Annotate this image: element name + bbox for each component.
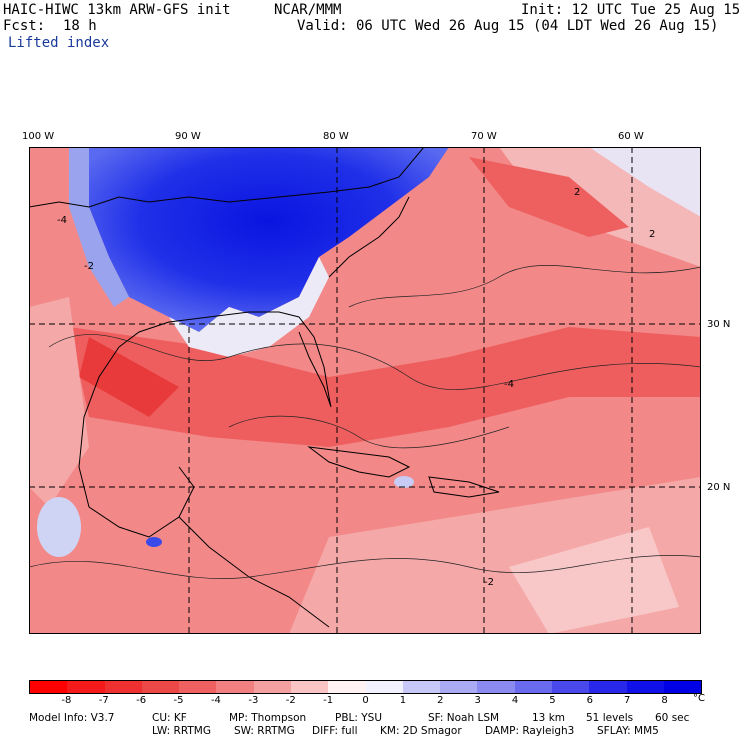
resolution: 13 km bbox=[532, 712, 566, 724]
forecast-hour: 18 h bbox=[63, 18, 97, 34]
sflay-scheme: SFLAY: MM5 bbox=[597, 725, 659, 737]
field-region bbox=[146, 537, 162, 547]
colorbar-swatch bbox=[402, 681, 441, 693]
map-canvas: -4 -2 -4 2 2 -2 bbox=[29, 147, 701, 634]
contours bbox=[29, 265, 701, 579]
colorbar-tick: 1 bbox=[399, 695, 407, 706]
colorbar-swatch bbox=[589, 681, 627, 693]
colorbar-swatch bbox=[216, 681, 254, 693]
mp-scheme: MP: Thompson bbox=[229, 712, 307, 724]
damp-scheme: DAMP: Rayleigh3 bbox=[485, 725, 575, 737]
colorbar-tick: -3 bbox=[248, 695, 259, 706]
colorbar-swatch bbox=[440, 681, 478, 693]
timestep: 60 sec bbox=[655, 712, 690, 724]
field-region bbox=[394, 476, 414, 488]
lat-label: 30 N bbox=[707, 319, 731, 330]
colorbar-tick: -6 bbox=[136, 695, 147, 706]
colorbar-tick: -2 bbox=[285, 695, 296, 706]
field-region bbox=[509, 527, 679, 634]
colorbar-swatch bbox=[663, 681, 702, 693]
lon-label: 80 W bbox=[323, 131, 349, 142]
field-region bbox=[69, 147, 129, 307]
colorbar-swatch bbox=[551, 681, 590, 693]
map-frame bbox=[29, 147, 701, 634]
lat-label: 20 N bbox=[707, 482, 731, 493]
contour-label: 2 bbox=[649, 229, 655, 240]
lon-label: 90 W bbox=[175, 131, 201, 142]
contour-label: -4 bbox=[57, 215, 67, 226]
field-region bbox=[29, 297, 89, 507]
model-title: HAIC-HIWC 13km ARW-GFS init bbox=[3, 2, 231, 18]
colorbar-swatch bbox=[104, 681, 142, 693]
lon-label: 100 W bbox=[22, 131, 55, 142]
contour-label: -2 bbox=[484, 577, 494, 588]
colorbar-tick: 6 bbox=[586, 695, 594, 706]
colorbar-tick: -1 bbox=[323, 695, 334, 706]
colorbar-tick: 7 bbox=[624, 695, 631, 706]
cu-scheme: CU: KF bbox=[152, 712, 187, 724]
field-name: Lifted index bbox=[8, 35, 110, 51]
lw-scheme: LW: RRTMG bbox=[152, 725, 211, 737]
contour-label: 2 bbox=[574, 187, 580, 198]
sf-scheme: SF: Noah LSM bbox=[428, 712, 500, 724]
colorbar-tick: -5 bbox=[173, 695, 184, 706]
colorbar-swatch bbox=[365, 681, 403, 693]
colorbar-swatch bbox=[626, 681, 664, 693]
colorbar-swatch bbox=[179, 681, 217, 693]
field-region bbox=[69, 327, 701, 447]
contour-label: -4 bbox=[504, 379, 514, 390]
lon-label: 60 W bbox=[618, 131, 644, 142]
colorbar-swatch bbox=[141, 681, 180, 693]
field-region bbox=[589, 147, 701, 217]
field-region bbox=[169, 257, 329, 357]
colorbar bbox=[29, 680, 702, 694]
colorbar-unit: °C bbox=[693, 693, 705, 704]
valid-time: Valid: 06 UTC Wed 26 Aug 15 (04 LDT Wed … bbox=[297, 18, 719, 34]
colorbar-tick: 3 bbox=[474, 695, 481, 706]
stable-region bbox=[89, 147, 449, 332]
field-region bbox=[469, 157, 629, 237]
colorbar-swatch bbox=[253, 681, 291, 693]
model-info: Model Info: V3.7 bbox=[29, 712, 115, 724]
sw-scheme: SW: RRTMG bbox=[234, 725, 295, 737]
lifted-index-map: -4 -2 -4 2 2 -2 bbox=[29, 147, 701, 634]
colorbar-tick: -7 bbox=[98, 695, 109, 706]
pbl-scheme: PBL: YSU bbox=[335, 712, 383, 724]
forecast-label: Fcst: bbox=[3, 18, 46, 34]
colorbar-tick: 2 bbox=[437, 695, 444, 706]
colorbar-swatch bbox=[30, 681, 68, 693]
km-scheme: KM: 2D Smagor bbox=[380, 725, 462, 737]
field-region bbox=[79, 337, 179, 417]
colorbar-swatch bbox=[514, 681, 552, 693]
colorbar-tick: 8 bbox=[661, 695, 668, 706]
field-region bbox=[37, 497, 81, 557]
org-label: NCAR/MMM bbox=[274, 2, 342, 18]
levels: 51 levels bbox=[586, 712, 634, 724]
colorbar-swatch bbox=[67, 681, 105, 693]
colorbar-tick: -8 bbox=[61, 695, 72, 706]
init-time: Init: 12 UTC Tue 25 Aug 15 bbox=[521, 2, 740, 18]
colorbar-swatch bbox=[477, 681, 515, 693]
colorbar-tick: -4 bbox=[210, 695, 221, 706]
diff-scheme: DIFF: full bbox=[312, 725, 358, 737]
colorbar-swatch bbox=[328, 681, 366, 693]
colorbar-tick: 5 bbox=[549, 695, 556, 706]
contour-label: -2 bbox=[84, 261, 94, 272]
colorbar-tick: 4 bbox=[511, 695, 519, 706]
lon-label: 70 W bbox=[471, 131, 497, 142]
colorbar-swatch bbox=[290, 681, 329, 693]
colorbar-tick: 0 bbox=[362, 695, 369, 706]
